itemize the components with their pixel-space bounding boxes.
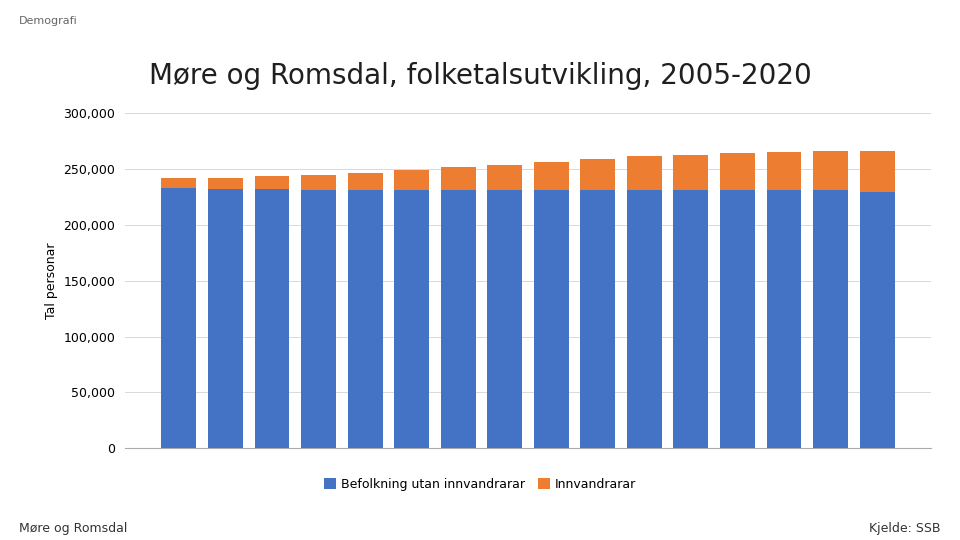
Bar xyxy=(488,190,522,448)
Bar xyxy=(766,191,802,448)
Bar xyxy=(674,190,708,448)
Bar xyxy=(254,177,290,190)
Bar xyxy=(534,190,568,448)
Bar xyxy=(441,167,475,190)
Bar xyxy=(348,173,382,190)
Text: Kjelde: SSB: Kjelde: SSB xyxy=(870,522,941,535)
Bar xyxy=(581,159,615,190)
Bar xyxy=(766,152,802,191)
Bar xyxy=(488,165,522,190)
Legend: Befolkning utan innvandrarar, Innvandrarar: Befolkning utan innvandrarar, Innvandrar… xyxy=(319,473,641,496)
Bar xyxy=(720,153,755,190)
Bar xyxy=(301,176,336,190)
Text: Møre og Romsdal: Møre og Romsdal xyxy=(19,522,128,535)
Bar xyxy=(348,190,382,448)
Bar xyxy=(674,154,708,190)
Text: Møre og Romsdal, folketalsutvikling, 2005-2020: Møre og Romsdal, folketalsutvikling, 200… xyxy=(149,62,811,90)
Bar xyxy=(395,170,429,190)
Bar xyxy=(581,190,615,448)
Bar xyxy=(161,178,197,187)
Bar xyxy=(720,190,755,448)
Bar xyxy=(301,190,336,448)
Bar xyxy=(627,190,661,448)
Bar xyxy=(627,157,661,190)
Bar xyxy=(859,192,895,448)
Bar xyxy=(208,190,243,448)
Bar xyxy=(161,187,197,448)
Bar xyxy=(534,162,568,190)
Bar xyxy=(254,190,290,448)
Y-axis label: Tal personar: Tal personar xyxy=(45,242,58,319)
Bar xyxy=(441,190,475,448)
Bar xyxy=(813,191,848,448)
Text: Demografi: Demografi xyxy=(19,16,78,26)
Bar xyxy=(208,178,243,190)
Bar xyxy=(395,190,429,448)
Bar xyxy=(859,151,895,192)
Bar xyxy=(813,151,848,191)
